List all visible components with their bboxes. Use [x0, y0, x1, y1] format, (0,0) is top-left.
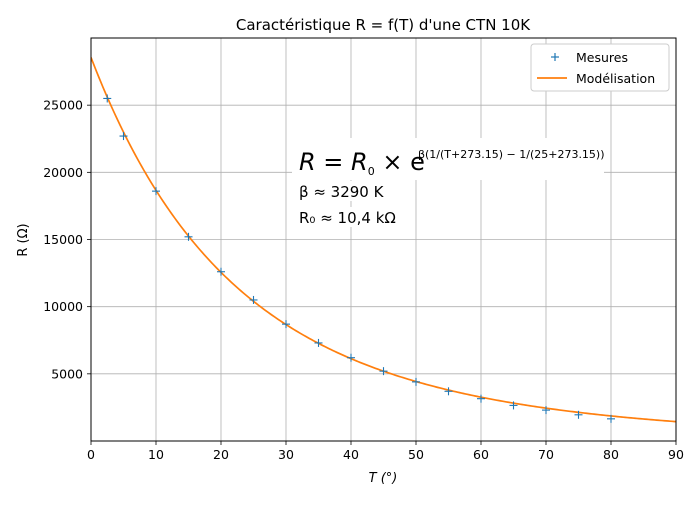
legend-marker-measures: [551, 53, 559, 61]
x-tick-label: 10: [148, 447, 164, 462]
y-ticks: 5000 10000 15000 20000 25000: [43, 98, 91, 381]
legend: Mesures Modélisation: [530, 43, 670, 92]
x-tick-label: 20: [213, 447, 229, 462]
axes-frame: [90, 37, 677, 442]
r0-background: [296, 207, 412, 227]
formula-sub0: 0: [368, 165, 375, 178]
y-tick-label: 15000: [43, 232, 83, 247]
measure-point: [542, 406, 550, 415]
measure-point: [444, 387, 453, 396]
measure-point: [152, 187, 160, 196]
x-tick-label: 60: [473, 447, 489, 462]
legend-box: [530, 43, 670, 92]
y-tick-label: 25000: [43, 98, 83, 113]
chart-title: Caractéristique R = f(T) d'une CTN 10K: [236, 16, 531, 34]
measure-point: [249, 295, 258, 304]
formula-main: R = R0 × e: [299, 148, 425, 178]
y-axis-label: R (Ω): [16, 223, 31, 256]
x-tick-label: 0: [87, 447, 95, 462]
beta-background: [296, 181, 396, 201]
measure-point: [103, 94, 112, 103]
x-ticks: 0 10 20 30 40 50 60 70 80 90: [87, 441, 684, 462]
measure-point: [574, 410, 583, 419]
measure-points: [103, 94, 615, 423]
x-tick-label: 30: [278, 447, 294, 462]
y-tick-label: 20000: [43, 165, 83, 180]
x-tick-label: 80: [603, 447, 619, 462]
measure-point: [412, 377, 420, 386]
measure-point: [282, 320, 290, 329]
x-tick-label: 50: [408, 447, 424, 462]
measure-point: [119, 132, 128, 141]
legend-label-model: Modélisation: [576, 71, 655, 86]
formula-times: × e: [375, 148, 425, 176]
plot-area: [91, 57, 676, 423]
legend-label-measures: Mesures: [576, 50, 628, 65]
formula-exponent: β(1/(T+273.15) − 1/(25+273.15)): [418, 148, 605, 161]
measure-point: [347, 353, 355, 362]
measure-point: [477, 394, 485, 403]
measure-point: [607, 414, 615, 423]
x-tick-label: 40: [343, 447, 359, 462]
measure-point: [217, 267, 225, 276]
x-axis-label: T (°): [369, 471, 398, 486]
r0-value: R₀ ≈ 10,4 kΩ: [299, 209, 396, 227]
x-tick-label: 90: [668, 447, 684, 462]
y-tick-label: 10000: [43, 299, 83, 314]
measure-point: [184, 232, 193, 241]
y-tick-label: 5000: [51, 366, 83, 381]
beta-value: β ≈ 3290 K: [299, 183, 385, 201]
formula-main-text: R = R: [299, 148, 368, 176]
grid: [91, 38, 676, 441]
measure-point: [314, 338, 323, 347]
formula-background: [292, 138, 604, 180]
measure-point: [509, 401, 518, 410]
x-tick-label: 70: [538, 447, 554, 462]
measure-point: [379, 367, 388, 376]
formula-annotation: R = R0 × e β(1/(T+273.15) − 1/(25+273.15…: [292, 138, 605, 227]
